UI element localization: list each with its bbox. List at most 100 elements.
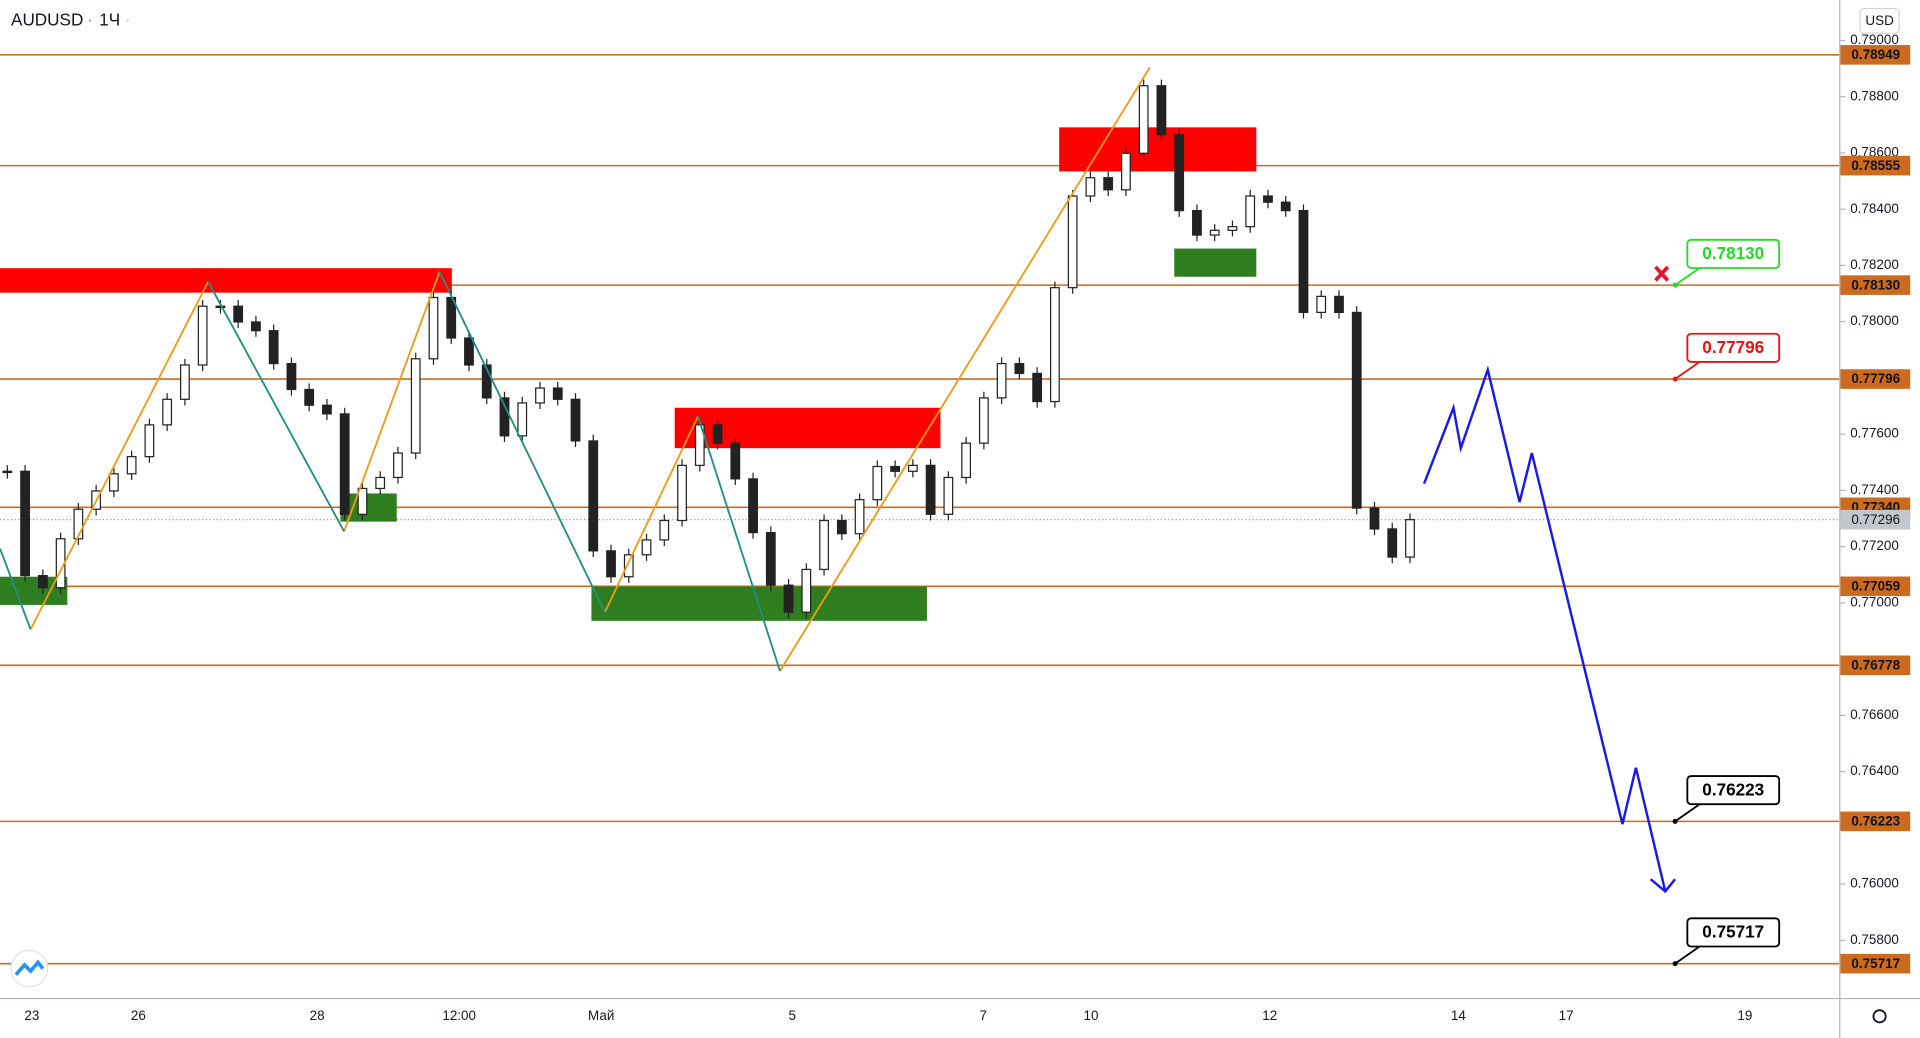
last-price-bg [1840, 509, 1911, 530]
callout-label: 0.78130 [1702, 243, 1764, 263]
zigzag-down [207, 281, 345, 532]
callout-anchor [1672, 818, 1678, 824]
candle [393, 452, 403, 479]
cross-stroke [1654, 265, 1670, 282]
candle [943, 476, 954, 515]
x-tick-label: 14 [1451, 1008, 1466, 1023]
level-label: 0.76223 [1851, 814, 1900, 829]
candle [535, 387, 545, 404]
candle [1334, 295, 1344, 314]
separator: · [87, 9, 93, 29]
candle [606, 550, 616, 578]
candle [1369, 507, 1380, 530]
y-tick-label: 0.76600 [1850, 707, 1899, 722]
candle [1032, 372, 1043, 403]
candle [1263, 195, 1273, 203]
x-tick-label: 12 [1262, 1008, 1277, 1023]
candle [1050, 287, 1060, 403]
level-label: 0.78949 [1851, 47, 1900, 62]
level-label-bg [1840, 275, 1911, 295]
candle [961, 442, 972, 479]
candle [978, 397, 989, 444]
candle [410, 358, 421, 454]
level-label-bg [1840, 155, 1911, 176]
candle [1103, 177, 1114, 191]
callout-label: 0.76223 [1702, 779, 1764, 799]
candle [765, 531, 776, 586]
forecast [1422, 365, 1677, 894]
candle [1245, 195, 1256, 228]
interval: 1Ч [99, 9, 120, 29]
settings[interactable] [1872, 1009, 1887, 1024]
candle [517, 402, 528, 437]
candle [552, 387, 563, 400]
candle [108, 473, 119, 492]
candle [819, 519, 829, 571]
candle [1156, 85, 1167, 136]
x-tick-label: 5 [789, 1008, 796, 1023]
y-tick-label: 0.79000 [1850, 32, 1899, 47]
time-axis [0, 999, 1920, 1038]
y-tick-label: 0.76400 [1850, 763, 1899, 778]
candle [1067, 195, 1078, 289]
candle [357, 487, 368, 515]
candle [180, 364, 190, 400]
callout-pointer [1674, 361, 1701, 380]
currency-button[interactable] [1859, 7, 1900, 34]
cancel-mark [1654, 265, 1670, 282]
y-tick-label: 0.75800 [1850, 932, 1899, 947]
candle [1138, 85, 1149, 154]
candle [37, 574, 48, 589]
level-label-bg [1840, 45, 1911, 65]
level-label-bg [1840, 811, 1911, 832]
level-label: 0.76778 [1851, 657, 1900, 672]
zigzag-up [604, 415, 699, 613]
candle [623, 554, 634, 578]
level-label: 0.77796 [1851, 371, 1900, 386]
candle [925, 464, 936, 515]
level-label-bg [1840, 369, 1911, 389]
candle [428, 296, 439, 360]
level-label: 0.78130 [1851, 277, 1900, 292]
callout-anchor [1672, 282, 1678, 288]
logo-mark [14, 959, 45, 976]
x-tick-label: 12:00 [442, 1008, 476, 1023]
candle [1014, 362, 1025, 375]
level-label-bg [1840, 576, 1911, 597]
candle [126, 456, 137, 475]
candle [872, 465, 883, 501]
candle [712, 424, 723, 444]
candle [499, 397, 510, 437]
candle [836, 519, 847, 535]
candle [1209, 229, 1220, 236]
x-tick-label: 28 [310, 1008, 325, 1023]
candle [1174, 134, 1185, 212]
candle [890, 465, 900, 472]
candle [677, 464, 687, 522]
x-tick-label: 7 [980, 1008, 987, 1023]
x-tick-label: Май [588, 1008, 614, 1023]
axis-labels: 0.79000 0.78800 0.78600 0.78400 0.78200 0.780… [24, 32, 1911, 1023]
last-price-label: 0.77296 [1851, 512, 1900, 527]
candle [1121, 152, 1131, 191]
callout-box [1686, 775, 1781, 806]
zigzag [0, 66, 1151, 672]
candle [659, 519, 670, 541]
candle [197, 305, 208, 366]
callout-anchor [1672, 961, 1678, 967]
candle [1351, 311, 1362, 509]
level-label: 0.77059 [1851, 578, 1900, 593]
currency: USD [1865, 13, 1894, 28]
y-tick-label: 0.76000 [1850, 876, 1899, 891]
supply-zone [0, 268, 452, 293]
zigzag-down [0, 548, 32, 630]
forecast-path [1422, 365, 1667, 892]
candle [1316, 295, 1327, 314]
x-tick-label: 17 [1559, 1008, 1574, 1023]
forecast-arrow [1649, 878, 1677, 894]
candle [1280, 201, 1291, 212]
y-tick-label: 0.77600 [1850, 426, 1899, 441]
candle [570, 398, 581, 442]
